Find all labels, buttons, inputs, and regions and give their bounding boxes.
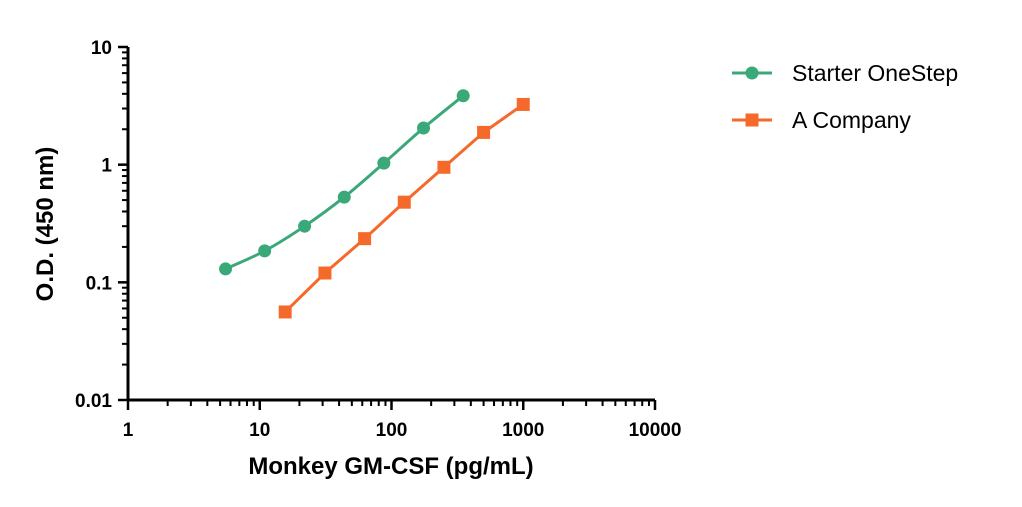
- y-tick-label: 0.01: [75, 391, 112, 412]
- data-point: [377, 156, 391, 170]
- x-tick-label: 1: [123, 420, 134, 441]
- data-point: [318, 266, 332, 280]
- legend-marker: [745, 113, 759, 127]
- series-layer: [219, 89, 530, 319]
- data-point: [477, 125, 491, 139]
- y-tick-label: 10: [91, 38, 112, 59]
- data-point: [298, 219, 312, 233]
- x-tick-label: 1000: [502, 420, 544, 441]
- legend: Starter OneStep A Company: [732, 60, 958, 133]
- x-tick-label: 10: [249, 420, 270, 441]
- data-point: [337, 190, 351, 204]
- series-1: [219, 89, 470, 276]
- y-axis-ticks: 0.01 0.1 1 10: [75, 38, 128, 412]
- data-point: [258, 244, 272, 258]
- plot-area: 1 10 100 1000 10000 0.01 0.1 1 10: [75, 38, 681, 441]
- y-tick-label: 0.1: [86, 273, 113, 294]
- y-tick-label: 1: [101, 156, 112, 177]
- legend-marker: [745, 66, 759, 80]
- series-2: [278, 97, 530, 319]
- legend-item: Starter OneStep: [732, 60, 958, 86]
- legend-item: A Company: [732, 107, 911, 133]
- legend-label: A Company: [792, 107, 911, 133]
- data-point: [417, 121, 431, 135]
- data-point: [358, 232, 372, 246]
- x-tick-label: 10000: [629, 420, 682, 441]
- data-point: [516, 97, 530, 111]
- data-point: [219, 262, 233, 276]
- data-point: [278, 305, 292, 319]
- x-axis-label: Monkey GM-CSF (pg/mL): [248, 453, 533, 480]
- data-point: [397, 195, 411, 209]
- x-axis-ticks: 1 10 100 1000 10000: [123, 400, 682, 441]
- y-axis-label: O.D. (450 nm): [32, 147, 59, 302]
- data-point: [437, 160, 451, 174]
- legend-label: Starter OneStep: [792, 60, 958, 86]
- x-tick-label: 100: [376, 420, 408, 441]
- data-point: [456, 89, 470, 103]
